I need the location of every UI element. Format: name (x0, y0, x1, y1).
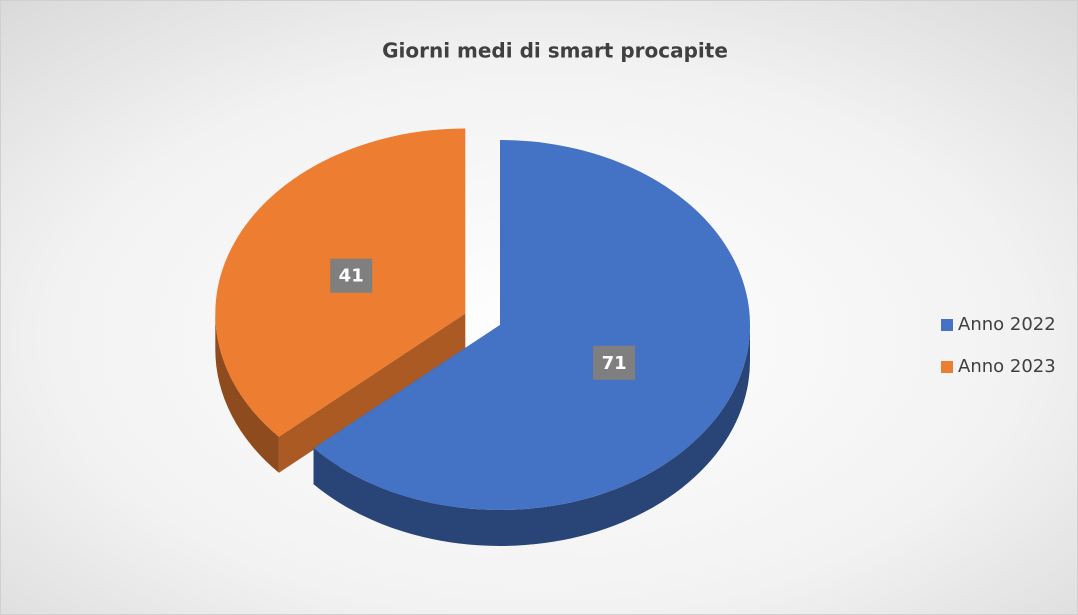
legend-label: Anno 2022 (958, 314, 1056, 335)
legend-label: Anno 2023 (958, 356, 1056, 377)
slice-face (278, 313, 466, 473)
pie: 71 41 (215, 128, 751, 547)
slice (313, 140, 751, 510)
chart-title: Giorni medi di smart procapite (382, 39, 728, 63)
data-label: 41 (339, 266, 364, 287)
legend: Anno 2022 Anno 2023 (941, 314, 1056, 377)
data-label-box (330, 258, 373, 293)
data-label: 71 (602, 353, 627, 374)
slice-side (313, 325, 750, 547)
data-label-box (593, 345, 636, 380)
legend-swatch (941, 319, 953, 331)
legend-swatch (941, 361, 953, 373)
slice-side (215, 313, 279, 473)
